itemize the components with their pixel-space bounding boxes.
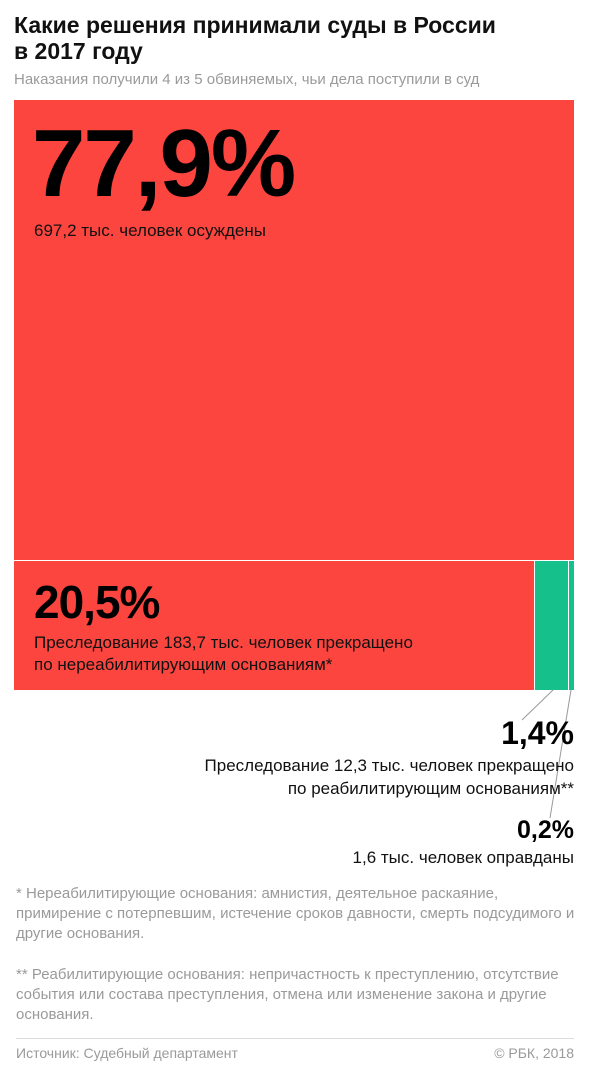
chart-title-line-2: в 2017 году <box>14 38 143 64</box>
chart-title-line-1: Какие решения принимали суды в России <box>14 12 496 38</box>
footnote-nonrehab: * Нереабилитирующие основания: амнистия,… <box>16 885 575 942</box>
leader-line-acquitted <box>549 689 572 819</box>
description-rehab-line-1: Преследование 12,3 тыс. человек прекраще… <box>204 756 574 775</box>
description-rehab-line-2: по реабилитирующим основаниям** <box>287 779 574 798</box>
treemap-block-convicted: 77,9% 697,2 тыс. человек осуждены <box>14 100 574 560</box>
chart-title: Какие решения принимали суды в России в … <box>14 12 574 64</box>
description-nonrehab-line-2: по нереабилитирующим основаниям* <box>34 655 333 674</box>
description-convicted: 697,2 тыс. человек осуждены <box>34 221 266 240</box>
percent-label-nonrehab: 20,5% <box>34 576 160 628</box>
treemap-block-acquitted <box>569 561 574 690</box>
treemap-block-rehab <box>535 561 568 690</box>
treemap-block-nonrehab: 20,5% Преследование 183,7 тыс. человек п… <box>14 561 534 690</box>
leader-line-rehab <box>521 689 554 721</box>
description-acquitted: 1,6 тыс. человек оправданы <box>352 848 574 867</box>
footnote-rehab: ** Реабилитирующие основания: непричастн… <box>16 966 559 1023</box>
copyright-label: © РБК, 2018 <box>494 1045 574 1061</box>
percent-label-convicted: 77,9% <box>32 110 296 217</box>
percent-label-rehab: 1,4% <box>501 715 574 751</box>
description-nonrehab-line-1: Преследование 183,7 тыс. человек прекращ… <box>34 633 413 652</box>
footer-divider <box>16 1038 574 1039</box>
chart-subtitle: Наказания получили 4 из 5 обвиняемых, чь… <box>14 71 480 88</box>
percent-label-acquitted: 0,2% <box>517 816 574 844</box>
source-label: Источник: Судебный департамент <box>16 1045 238 1061</box>
